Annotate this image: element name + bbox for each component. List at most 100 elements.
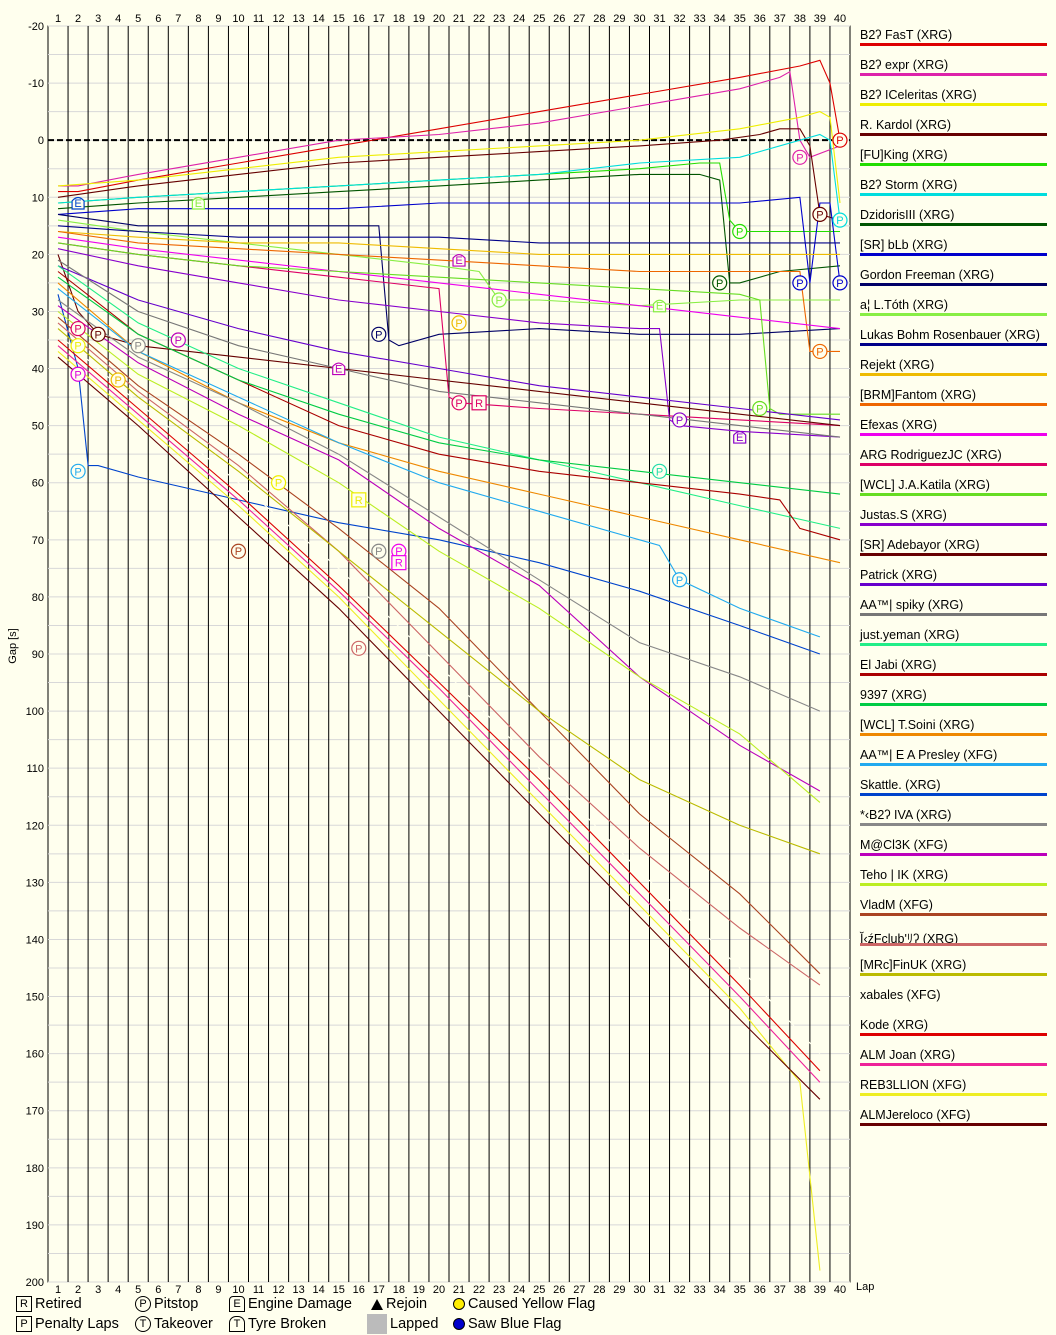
legend-driver-name: just.yeman (XRG)	[860, 628, 960, 642]
x-tick-label-top: 3	[95, 13, 101, 25]
legend-swatch	[860, 763, 1047, 766]
x-tick-label-bottom: 8	[195, 1284, 201, 1296]
marker-shape	[371, 326, 387, 342]
marker-code: P	[455, 398, 462, 410]
pitstop-marker: P	[832, 132, 848, 148]
x-tick-label-bottom: 13	[293, 1284, 305, 1296]
x-tick-label-top: 26	[553, 13, 565, 25]
legend-item: [WCL] J.A.Katila (XRG)	[860, 475, 1050, 505]
marker-shape	[671, 572, 688, 588]
key-engine-damage: E Engine Damage	[229, 1294, 352, 1314]
series-line	[57, 339, 821, 1072]
marker-shape	[71, 196, 85, 210]
marker-code: R	[475, 398, 483, 410]
series-line	[57, 322, 821, 986]
x-tick-label-top: 15	[333, 13, 345, 25]
x-tick-label-top: 35	[734, 13, 746, 25]
x-tick-label-top: 27	[573, 13, 585, 25]
x-tick-label-bottom: 31	[653, 1284, 665, 1296]
legend-driver-name: xabales (XFG)	[860, 988, 941, 1002]
legend-driver-name: Lukas Bohm Rosenbauer (XRG)	[860, 328, 1040, 342]
legend-driver-name: [SR] Adebayor (XRG)	[860, 538, 980, 552]
rejoin-icon	[371, 1298, 383, 1310]
x-tick-label-top: 28	[593, 13, 605, 25]
series-line	[57, 219, 840, 307]
legend-driver-name: AA™| spiky (XRG)	[860, 598, 964, 612]
x-tick-label-bottom: 10	[232, 1284, 244, 1296]
marker-shape	[452, 253, 466, 267]
y-tick-label: 180	[26, 1163, 44, 1175]
pitstop-marker: P	[130, 338, 146, 354]
x-tick-label-bottom: 16	[353, 1284, 365, 1296]
legend-driver-name: Justas.S (XRG)	[860, 508, 947, 522]
legend-swatch	[860, 313, 1047, 316]
y-tick-label: 10	[32, 192, 44, 204]
x-tick-label-bottom: 34	[714, 1284, 726, 1296]
legend-driver-name: Teho | IK (XRG)	[860, 868, 948, 882]
legend-swatch	[860, 733, 1047, 736]
legend-swatch	[860, 253, 1047, 256]
series-line	[57, 299, 821, 712]
series-line	[57, 350, 821, 1271]
legend-item: xabales (XFG)	[860, 985, 1050, 1015]
series-line	[57, 173, 841, 284]
y-tick-label: -10	[28, 78, 44, 90]
legend-swatch	[860, 1033, 1047, 1036]
marker-shape	[90, 326, 106, 342]
key-caused-yellow-flag: Caused Yellow Flag	[453, 1294, 595, 1314]
marker-code: P	[816, 209, 823, 221]
y-tick-label: 30	[32, 306, 44, 318]
legend-driver-name: ARG RodriguezJC (XRG)	[860, 448, 1002, 462]
legend-swatch	[860, 823, 1047, 826]
y-tick-label: 100	[26, 706, 44, 718]
legend-driver-name: Patrick (XRG)	[860, 568, 938, 582]
legend-item: VladM (XFG)	[860, 895, 1050, 925]
x-tick-label-top: 5	[135, 13, 141, 25]
series-line	[57, 128, 841, 221]
x-tick-label-top: 17	[373, 13, 385, 25]
engine-damage-marker: E	[332, 362, 346, 376]
marker-shape	[832, 275, 848, 291]
pitstop-marker: P	[451, 395, 467, 411]
legend-item: Patrick (XRG)	[860, 565, 1050, 595]
y-axis-label: Gap [s]	[7, 628, 19, 663]
pitstop-marker: P	[832, 275, 848, 291]
pitstop-marker: P	[812, 343, 828, 360]
legend-item: ALMJereloco (XFG)	[860, 1105, 1050, 1135]
pitstop-marker: P	[832, 212, 848, 228]
x-tick-label-top: 31	[653, 13, 665, 25]
pitstop-marker: P	[671, 572, 688, 588]
x-tick-label-top: 22	[473, 13, 485, 25]
marker-code: E	[656, 301, 663, 313]
yellow-flag-icon	[453, 1298, 465, 1311]
key-retired: R Retired	[16, 1294, 82, 1314]
marker-code: P	[395, 546, 402, 558]
marker-code: P	[656, 466, 663, 478]
series-line	[57, 111, 841, 204]
key-label: Pitstop	[154, 1296, 199, 1312]
retired-marker: R	[391, 555, 407, 571]
series-line	[57, 242, 840, 415]
engine-damage-marker: E	[71, 196, 85, 210]
series-line	[57, 248, 841, 438]
key-penalty-laps: P Penalty Laps	[16, 1314, 119, 1334]
key-label: Engine Damage	[248, 1296, 352, 1312]
pitstop-marker: P	[70, 463, 86, 479]
pitstop-marker: P	[451, 315, 467, 331]
series-line	[57, 259, 841, 438]
x-tick-label-bottom: 14	[313, 1284, 325, 1296]
x-tick-label-top: 10	[232, 13, 244, 25]
chart-grid	[47, 25, 851, 1283]
marker-code: P	[235, 546, 242, 558]
marker-code: P	[736, 227, 743, 239]
marker-code: P	[796, 278, 803, 290]
key-lapped: Lapped	[367, 1314, 438, 1335]
marker-code: P	[756, 404, 763, 416]
key-label: Penalty Laps	[35, 1316, 119, 1332]
tyre-broken-icon: T	[229, 1316, 245, 1333]
marker-shape	[471, 395, 487, 411]
legend-swatch	[860, 973, 1047, 976]
retired-marker: R	[351, 492, 367, 508]
x-tick-label-bottom: 20	[433, 1284, 445, 1296]
series-line	[57, 328, 821, 855]
